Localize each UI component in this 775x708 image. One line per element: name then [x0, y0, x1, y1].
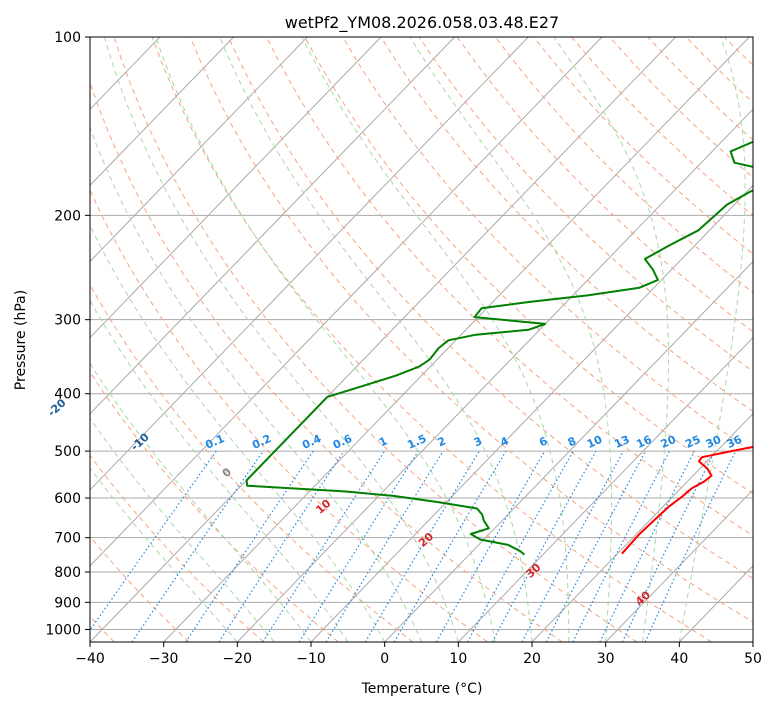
moist-adiabat	[90, 467, 238, 642]
isotherm-line	[90, 37, 529, 491]
moist-adiabat	[301, 37, 570, 642]
y-tick-label: 1000	[45, 622, 81, 638]
y-tick-label: 800	[54, 565, 81, 581]
x-tick-label: 40	[670, 651, 688, 667]
dry-adiabat	[90, 283, 414, 642]
plot-frame	[89, 36, 754, 643]
dry-adiabat	[342, 37, 753, 453]
mixing-ratio-line	[185, 450, 314, 642]
moist-adiabat	[90, 299, 349, 642]
x-axis-label: Temperature (°C)	[361, 681, 483, 697]
moist-adiabat	[409, 37, 613, 642]
plot-area	[90, 37, 753, 642]
dry-adiabat	[90, 81, 563, 642]
mixing-ratio-line	[90, 450, 217, 632]
isotherm-line	[90, 37, 676, 642]
dry-adiabat	[304, 37, 753, 495]
isotherm-line	[531, 412, 753, 642]
mixing-ratio-label: 16	[634, 433, 654, 451]
dry-adiabat	[494, 37, 753, 294]
isotherm-line	[605, 489, 753, 642]
y-tick-label: 900	[54, 595, 81, 611]
mixing-ratio-label: 25	[683, 433, 702, 451]
mixing-ratio-line	[466, 450, 574, 642]
mixing-ratio-line	[435, 450, 546, 642]
mixing-ratio-lines	[90, 450, 737, 642]
sounding-series-line	[245, 140, 753, 556]
x-tick-label: −40	[75, 651, 105, 667]
y-tick-label: 700	[54, 531, 81, 547]
moist-adiabat	[104, 37, 459, 642]
y-tick-label: 400	[54, 387, 81, 403]
mixing-ratio-line	[599, 450, 695, 642]
isotherm-line	[90, 37, 234, 187]
y-tick-label: 200	[54, 208, 81, 224]
mixing-ratio-label: 20	[659, 433, 679, 451]
moist-adiabat	[155, 37, 496, 642]
mixing-ratio-label: 36	[725, 433, 745, 451]
dry-adiabat	[380, 37, 753, 413]
isotherm-line	[90, 37, 308, 263]
isotherm-line	[384, 260, 753, 642]
dry-adiabat	[762, 37, 775, 642]
dry-adiabat	[90, 371, 339, 642]
isotherm-line	[752, 641, 753, 642]
x-tick-label: −20	[223, 651, 253, 667]
mixing-ratio-line	[521, 450, 624, 642]
isotherm-line	[236, 108, 753, 642]
dry-adiabat	[227, 37, 753, 580]
mixing-ratio-line	[218, 450, 345, 642]
x-tick-label: 30	[597, 651, 615, 667]
mixing-ratio-label: 13	[612, 433, 631, 451]
isotherm-line	[457, 336, 753, 642]
mixing-ratio-label: 30	[704, 433, 724, 451]
x-tick-label: 50	[744, 651, 762, 667]
dry-adiabat	[266, 37, 753, 537]
sounding-series-line	[621, 445, 753, 555]
isotherm-line	[90, 37, 455, 415]
dry-adiabat	[113, 37, 638, 642]
dry-adiabat	[90, 189, 488, 642]
dry-adiabat	[456, 37, 753, 333]
isotherm-line	[90, 37, 382, 339]
x-tick-label: 20	[523, 651, 541, 667]
mixing-ratio-line	[262, 450, 386, 642]
y-axis-label: Pressure (hPa)	[13, 290, 29, 390]
x-tick-label: 0	[380, 651, 389, 667]
x-tick-label: −10	[296, 651, 326, 667]
isotherm-line	[90, 37, 603, 567]
moist-adiabat	[678, 37, 746, 642]
chart-title: wetPf2_YM08.2026.058.03.48.E27	[285, 13, 559, 33]
mixing-ratio-line	[491, 450, 597, 642]
dry-adiabats	[90, 37, 775, 642]
mixing-ratio-line	[572, 450, 671, 642]
y-tick-label: 600	[54, 491, 81, 507]
dry-adiabat	[151, 37, 712, 642]
x-tick-label: 10	[449, 651, 467, 667]
mixing-ratio-line	[325, 450, 444, 642]
y-tick-label: 100	[54, 30, 81, 46]
x-tick-label: −30	[149, 651, 179, 667]
mixing-ratio-line	[131, 450, 264, 642]
moist-adiabat	[553, 37, 669, 642]
moist-adiabat	[90, 224, 386, 642]
isotherm-line	[0, 37, 13, 642]
mixing-ratio-label: 10	[585, 433, 605, 451]
dry-adiabat	[189, 37, 753, 623]
y-tick-label: 500	[54, 444, 81, 460]
y-tick-label: 300	[54, 313, 81, 329]
sounding-profiles	[245, 140, 753, 556]
